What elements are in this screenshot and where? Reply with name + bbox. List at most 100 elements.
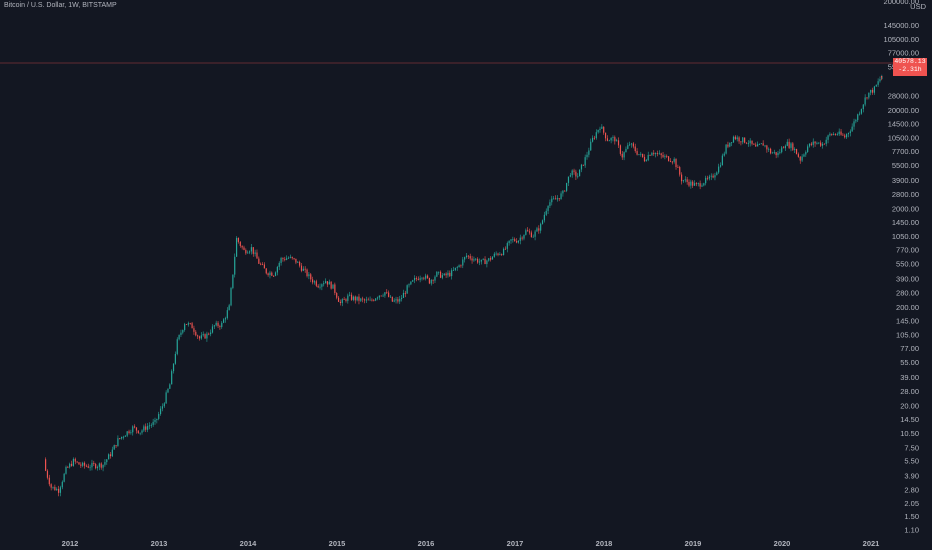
- candle-body: [382, 295, 384, 297]
- candle-body: [745, 142, 748, 144]
- price-axis-label: 390.00: [896, 274, 919, 283]
- candle-body: [812, 141, 814, 145]
- candle-body: [471, 258, 473, 261]
- candle-body: [98, 463, 100, 467]
- candle-body: [436, 271, 438, 277]
- candle-body: [536, 228, 538, 232]
- candle-body: [851, 126, 853, 132]
- candle-body: [74, 458, 76, 462]
- candle-body: [445, 273, 447, 276]
- price-axis-label: 145000.00: [884, 21, 919, 30]
- candle-body: [415, 277, 418, 279]
- candle-body: [640, 153, 642, 155]
- candle-body: [386, 292, 388, 294]
- time-axis-label: 2013: [151, 539, 168, 548]
- last-price-label: 40578.13 -2.31h: [893, 58, 927, 76]
- candle-body: [619, 145, 621, 154]
- price-axis-label: 10.50: [900, 429, 919, 438]
- candle-body: [493, 253, 495, 257]
- candle-body: [499, 254, 501, 255]
- candle-body: [807, 146, 809, 152]
- candle-body: [538, 228, 540, 231]
- candle-body: [217, 322, 219, 327]
- candle-body: [198, 336, 201, 339]
- candle-body: [525, 230, 527, 235]
- candle-body: [768, 148, 770, 150]
- candle-body: [582, 164, 584, 166]
- candle-body: [380, 295, 382, 297]
- candle-body: [847, 132, 850, 135]
- candle-body: [795, 148, 798, 155]
- price-axis-label: 5.50: [904, 457, 919, 466]
- candle-body: [193, 328, 195, 332]
- candle-body: [504, 248, 507, 250]
- candle-body: [836, 134, 838, 136]
- candle-body: [126, 431, 128, 436]
- candle-body: [421, 277, 423, 279]
- candle-body: [293, 258, 295, 259]
- candle-body: [185, 324, 188, 326]
- candle-body: [545, 210, 547, 215]
- candle-body: [130, 432, 132, 434]
- candle-body: [645, 160, 647, 162]
- candle-body: [89, 467, 91, 469]
- candle-body: [467, 255, 469, 257]
- candle-body: [339, 301, 342, 303]
- candle-body: [267, 273, 269, 276]
- candle-body: [684, 179, 686, 181]
- candle-body: [391, 296, 393, 302]
- candle-body: [438, 271, 440, 273]
- candle-body: [417, 278, 419, 280]
- price-axis-label: 20000.00: [888, 106, 919, 115]
- candle-body: [451, 270, 453, 277]
- candle-body: [56, 488, 58, 491]
- candle-body: [484, 258, 486, 265]
- price-axis-label: 39.00: [900, 373, 919, 382]
- candle-body: [868, 92, 870, 98]
- candle-body: [588, 150, 590, 155]
- candle-body: [823, 143, 825, 145]
- time-axis-label: 2018: [596, 539, 613, 548]
- price-axis-label: 55.00: [900, 358, 919, 367]
- candle-body: [799, 156, 801, 161]
- time-axis[interactable]: 2012 2013 2014 2015 2016 2017 2018 2019 2020 2021: [62, 539, 880, 548]
- candle-body: [584, 157, 586, 166]
- candle-body: [805, 151, 807, 155]
- candle-body: [627, 145, 629, 149]
- price-axis-label: 145.00: [896, 317, 919, 326]
- price-axis-label: 2.80: [904, 486, 919, 495]
- candle-body: [269, 272, 271, 276]
- candle-body: [855, 120, 857, 122]
- candle-body: [148, 425, 151, 427]
- candle-body: [137, 430, 139, 434]
- price-axis-label: 1050.00: [892, 232, 919, 241]
- candle-body: [703, 183, 705, 186]
- candle-body: [404, 292, 406, 294]
- candle-body: [115, 445, 117, 447]
- candle-body: [171, 371, 173, 385]
- candle-body: [241, 245, 243, 248]
- candle-body: [695, 183, 698, 185]
- candle-body: [376, 297, 379, 299]
- candle-body: [643, 156, 646, 162]
- candle-body: [871, 89, 874, 93]
- candle-body: [189, 323, 191, 324]
- candle-body: [96, 466, 99, 469]
- candle-body: [755, 144, 757, 147]
- candle-body: [371, 299, 373, 301]
- candle-body: [716, 172, 718, 176]
- candle-body: [858, 113, 861, 115]
- candle-body: [747, 143, 749, 145]
- candle-body: [100, 463, 102, 468]
- candle-body: [347, 295, 349, 301]
- candle-body: [141, 430, 143, 433]
- candle-body: [280, 258, 282, 263]
- candle-body: [725, 144, 727, 154]
- candle-body: [191, 323, 193, 329]
- candle-body: [842, 134, 844, 136]
- candle-body: [512, 239, 514, 240]
- candle-body: [57, 488, 60, 493]
- candle-body: [679, 167, 681, 175]
